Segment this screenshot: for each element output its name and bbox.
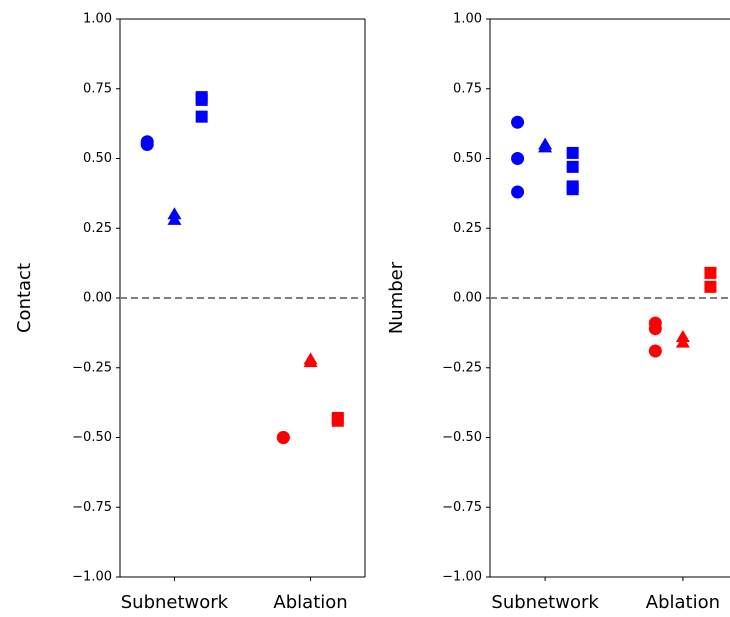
point (331, 414, 344, 427)
point (648, 322, 662, 336)
y-tick-label: −1.00 (72, 570, 112, 585)
x-tick-label: Ablation (646, 592, 720, 613)
point (511, 152, 525, 165)
point (566, 146, 579, 159)
y-tick-label: −0.50 (442, 430, 482, 445)
point (538, 140, 553, 153)
point (195, 110, 208, 123)
y-tick-label: −0.75 (442, 500, 482, 515)
y-tick-label: 0.50 (83, 151, 112, 166)
y-tick-label: −0.50 (72, 430, 112, 445)
y-tick-label: −0.25 (442, 360, 482, 375)
point (303, 355, 318, 368)
y-tick-label: 0.25 (453, 221, 482, 236)
point (566, 160, 579, 173)
y-tick-label: 0.75 (83, 81, 112, 96)
y-tick-label: 0.25 (83, 221, 112, 236)
y-tick-label: 0.75 (453, 81, 482, 96)
x-tick-label: Subnetwork (491, 592, 599, 613)
y-tick-label: −0.25 (72, 360, 112, 375)
x-tick-label: Subnetwork (121, 592, 229, 613)
y-tick-label: 0.00 (83, 291, 112, 306)
x-tick-label: Ablation (273, 592, 347, 613)
y-tick-label: 1.00 (83, 12, 112, 27)
point (276, 431, 290, 444)
point (704, 280, 717, 293)
y-tick-label: 0.50 (453, 151, 482, 166)
y-tick-label: −0.75 (72, 500, 112, 515)
point (511, 115, 525, 129)
y-tick-label: 0.00 (453, 291, 482, 306)
y-tick-label: −1.00 (442, 570, 482, 585)
point (195, 93, 208, 106)
y-axis-label: Number (386, 261, 407, 334)
point (675, 335, 690, 348)
point (511, 185, 525, 199)
point (704, 266, 717, 279)
point (566, 183, 579, 196)
point (140, 138, 154, 152)
y-tick-label: 1.00 (453, 12, 482, 27)
point (648, 344, 662, 358)
point (167, 212, 182, 225)
y-axis-label: Contact (14, 263, 35, 333)
